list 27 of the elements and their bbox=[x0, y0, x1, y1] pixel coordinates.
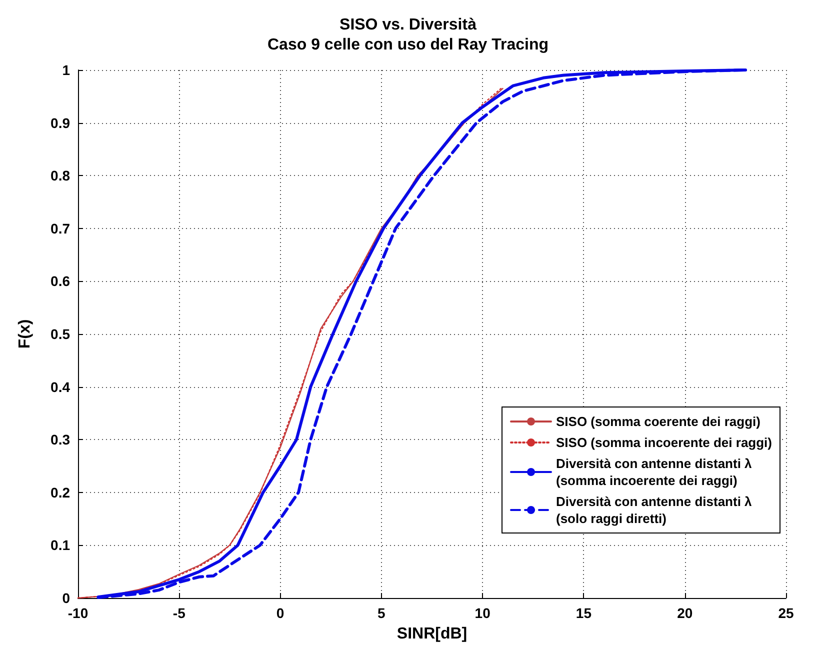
y-tick-label: 0.6 bbox=[50, 273, 70, 290]
chart-subtitle: Caso 9 celle con uso del Ray Tracing bbox=[268, 36, 548, 54]
x-axis-title: SINR[dB] bbox=[396, 626, 468, 642]
y-tick-label: 0.7 bbox=[50, 220, 70, 236]
x-tick-label: 20 bbox=[677, 605, 693, 621]
chart-title: SISO vs. Diversità bbox=[340, 16, 477, 34]
y-tick-label: 0.9 bbox=[50, 114, 70, 131]
y-tick-label: 1 bbox=[62, 62, 70, 78]
y-tick-label: 0.5 bbox=[50, 326, 70, 342]
x-tick-label: 0 bbox=[276, 605, 284, 621]
legend-label: Diversità con antenne distanti λ (somma incoerente dei raggi) bbox=[556, 456, 753, 488]
x-tick-label: 10 bbox=[474, 605, 491, 621]
x-tick-label: -10 bbox=[68, 605, 88, 621]
y-tick-label: 0.4 bbox=[50, 378, 70, 395]
x-tick-label: -5 bbox=[172, 605, 186, 621]
y-tick-label: 0.3 bbox=[50, 432, 70, 448]
x-tick-label: 5 bbox=[378, 605, 386, 621]
x-tick-label: 15 bbox=[576, 605, 592, 621]
legend-label: SISO (somma coerente dei raggi) bbox=[556, 414, 760, 429]
y-tick-label: 0.1 bbox=[50, 537, 70, 554]
y-tick-label: 0.2 bbox=[50, 484, 70, 500]
y-axis-title: F(x) bbox=[16, 319, 34, 349]
x-tick-label: 25 bbox=[778, 605, 794, 621]
legend-label: Diversità con antenne distanti λ (solo raggi diretti) bbox=[556, 494, 753, 526]
y-tick-label: 0 bbox=[62, 590, 70, 606]
legend-label: SISO (somma incoerente dei raggi) bbox=[556, 435, 772, 450]
y-tick-label: 0.8 bbox=[50, 168, 70, 184]
